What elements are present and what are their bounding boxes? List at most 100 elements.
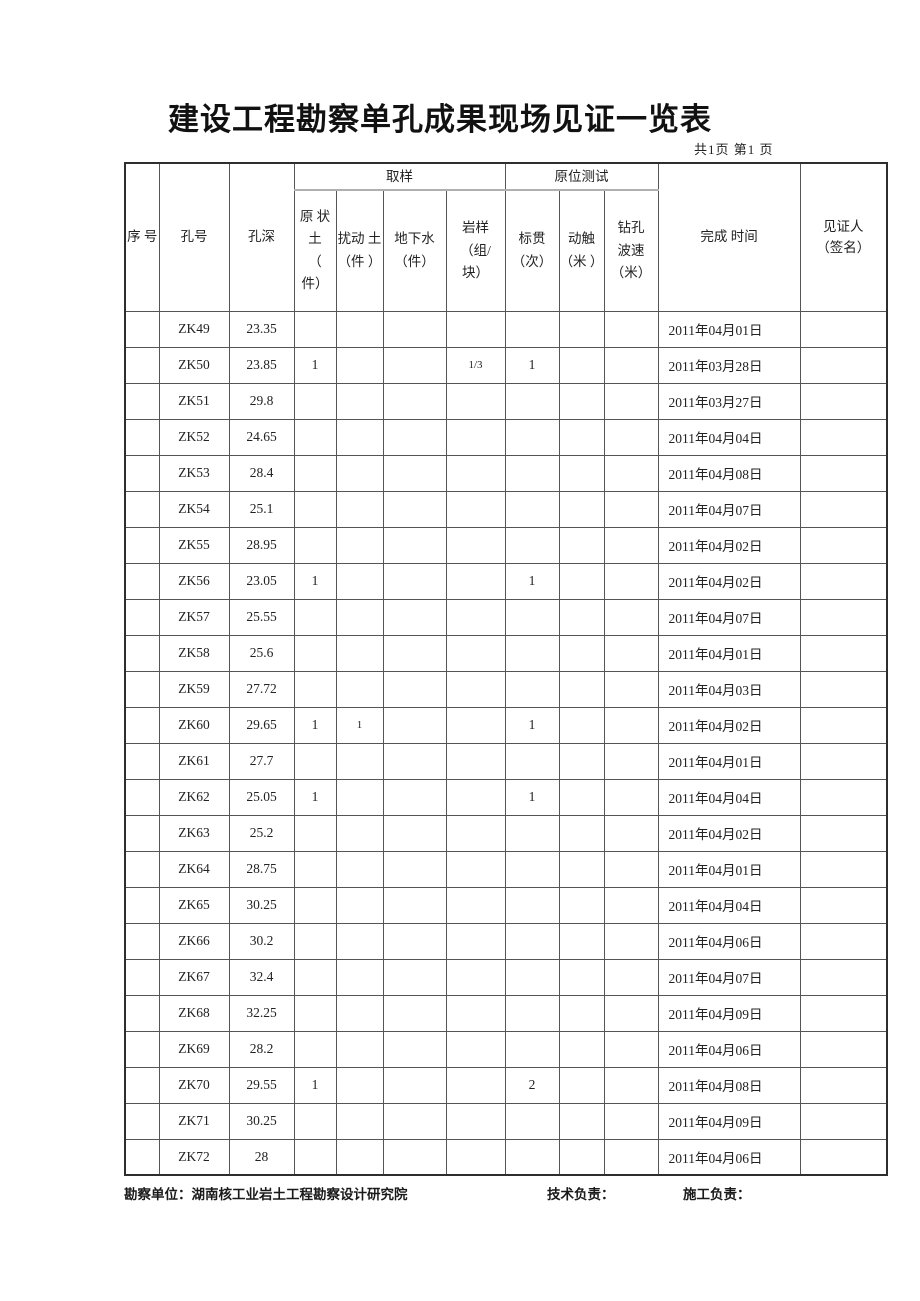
cell-undisturbed xyxy=(293,1102,337,1140)
cell-groundwater xyxy=(382,634,447,672)
cell-depth: 28 xyxy=(228,1138,295,1176)
cell-finish: 2011年04月09日 xyxy=(657,994,801,1032)
cell-witness xyxy=(799,742,888,780)
cell-spt xyxy=(504,490,560,528)
cell-disturbed xyxy=(335,634,384,672)
table-row-ZK52: ZK52 24.65 2011年04月04日 xyxy=(124,418,888,456)
cell-disturbed xyxy=(335,382,384,420)
cell-dpt xyxy=(558,1138,605,1176)
cell-finish: 2011年04月08日 xyxy=(657,1066,801,1104)
cell-hole: ZK49 xyxy=(158,310,230,348)
cell-spt: 2 xyxy=(504,1066,560,1104)
cell-wave xyxy=(603,670,659,708)
cell-finish: 2011年04月02日 xyxy=(657,814,801,852)
cell-disturbed xyxy=(335,310,384,348)
cell-finish: 2011年04月06日 xyxy=(657,1030,801,1068)
cell-seq xyxy=(124,310,160,348)
col-header-hole-number: 孔号 xyxy=(158,162,230,312)
cell-disturbed xyxy=(335,850,384,888)
cell-depth: 25.1 xyxy=(228,490,295,528)
cell-spt xyxy=(504,526,560,564)
cell-depth: 27.72 xyxy=(228,670,295,708)
cell-dpt xyxy=(558,778,605,816)
table-row-ZK54: ZK54 25.1 2011年04月07日 xyxy=(124,490,888,528)
cell-hole: ZK69 xyxy=(158,1030,230,1068)
table-row-ZK50: ZK50 23.85 1 1/3 1 2011年03月28日 xyxy=(124,346,888,384)
cell-groundwater xyxy=(382,742,447,780)
cell-dpt xyxy=(558,634,605,672)
cell-undisturbed xyxy=(293,418,337,456)
cell-seq xyxy=(124,922,160,960)
cell-groundwater xyxy=(382,1030,447,1068)
cell-wave xyxy=(603,526,659,564)
cell-rock xyxy=(445,562,506,600)
table-row-ZK51: ZK51 29.8 2011年03月27日 xyxy=(124,382,888,420)
cell-witness xyxy=(799,1138,888,1176)
cell-witness xyxy=(799,382,888,420)
cell-groundwater xyxy=(382,922,447,960)
cell-hole: ZK63 xyxy=(158,814,230,852)
cell-finish: 2011年04月06日 xyxy=(657,922,801,960)
cell-spt: 1 xyxy=(504,562,560,600)
cell-witness xyxy=(799,418,888,456)
cell-wave xyxy=(603,742,659,780)
cell-undisturbed: 1 xyxy=(293,346,337,384)
cell-undisturbed xyxy=(293,454,337,492)
cell-dpt xyxy=(558,526,605,564)
cell-spt xyxy=(504,670,560,708)
cell-seq xyxy=(124,1066,160,1104)
cell-seq xyxy=(124,814,160,852)
cell-seq xyxy=(124,850,160,888)
cell-rock xyxy=(445,994,506,1032)
table-row-ZK66: ZK66 30.2 2011年04月06日 xyxy=(124,922,888,960)
cell-spt xyxy=(504,310,560,348)
table-row-ZK69: ZK69 28.2 2011年04月06日 xyxy=(124,1030,888,1068)
cell-seq xyxy=(124,562,160,600)
cell-spt xyxy=(504,886,560,924)
cell-dpt xyxy=(558,1102,605,1140)
cell-depth: 23.05 xyxy=(228,562,295,600)
cell-spt xyxy=(504,850,560,888)
cell-spt: 1 xyxy=(504,778,560,816)
cell-witness xyxy=(799,310,888,348)
cell-finish: 2011年04月04日 xyxy=(657,886,801,924)
cell-hole: ZK54 xyxy=(158,490,230,528)
header-sub-row: 原 状 土 （ 件） 扰动 土 （件 ） 地下水 （件） 岩样 （组/ 块） 标… xyxy=(125,189,887,312)
table-header: 序 号 孔号 孔深 取样 原位测试 完成 时间 见证人 （签名） 原 状 土 （… xyxy=(124,162,888,312)
cell-seq xyxy=(124,1030,160,1068)
cell-groundwater xyxy=(382,454,447,492)
cell-dpt xyxy=(558,922,605,960)
cell-wave xyxy=(603,850,659,888)
cell-seq xyxy=(124,634,160,672)
cell-depth: 25.6 xyxy=(228,634,295,672)
cell-finish: 2011年04月02日 xyxy=(657,562,801,600)
cell-wave xyxy=(603,310,659,348)
cell-undisturbed xyxy=(293,670,337,708)
cell-depth: 28.75 xyxy=(228,850,295,888)
cell-seq xyxy=(124,346,160,384)
cell-disturbed xyxy=(335,958,384,996)
table-row-ZK55: ZK55 28.95 2011年04月02日 xyxy=(124,526,888,564)
cell-depth: 29.55 xyxy=(228,1066,295,1104)
cell-rock xyxy=(445,850,506,888)
cell-undisturbed xyxy=(293,490,337,528)
cell-spt xyxy=(504,634,560,672)
cell-spt: 1 xyxy=(504,706,560,744)
cell-finish: 2011年04月07日 xyxy=(657,490,801,528)
cell-witness xyxy=(799,778,888,816)
cell-witness xyxy=(799,958,888,996)
cell-wave xyxy=(603,1138,659,1176)
cell-rock xyxy=(445,922,506,960)
cell-groundwater xyxy=(382,1066,447,1104)
cell-depth: 30.25 xyxy=(228,1102,295,1140)
cell-disturbed: 1 xyxy=(335,706,384,744)
cell-spt xyxy=(504,598,560,636)
technical-lead-label: 技术负责： xyxy=(547,1187,615,1202)
cell-dpt xyxy=(558,1066,605,1104)
cell-hole: ZK65 xyxy=(158,886,230,924)
cell-disturbed xyxy=(335,778,384,816)
cell-wave xyxy=(603,1030,659,1068)
cell-groundwater xyxy=(382,670,447,708)
cell-groundwater xyxy=(382,778,447,816)
group-header-sampling: 取样 xyxy=(293,162,506,191)
